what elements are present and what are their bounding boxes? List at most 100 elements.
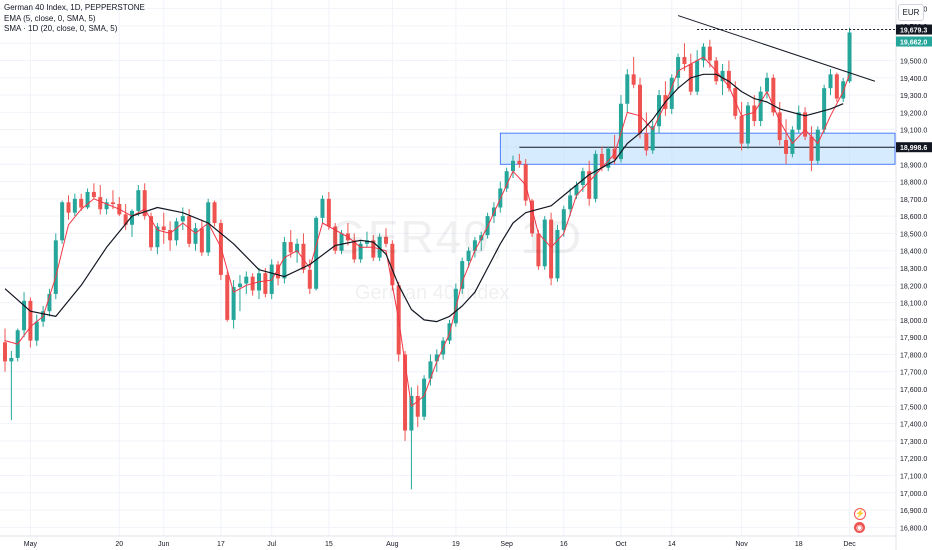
candle-body [726,70,731,89]
replay-icon[interactable]: ◉ [854,522,865,533]
candle-body [371,240,376,258]
y-tick-label: 18,900.0 [900,162,927,169]
x-tick-label: Nov [735,541,748,548]
x-tick-label: May [24,541,38,548]
y-tick-label: 17,200.0 [900,456,927,463]
candle-body [599,153,604,168]
candle-body [549,219,554,279]
candle-body [815,129,820,161]
candle-body [784,140,789,154]
y-tick-label: 19,100.0 [900,128,927,135]
symbol-title[interactable]: German 40 Index, 1D, PEPPERSTONE [4,3,145,12]
y-tick-label: 17,900.0 [900,335,927,342]
candle-body [618,103,623,160]
candle-body [320,198,325,218]
y-tick-label: 17,800.0 [900,352,927,359]
x-tick-label: Oct [616,541,627,548]
candle-body [155,226,160,248]
candle-body [822,88,827,130]
x-tick-label: 18 [795,541,803,548]
candle-body [28,300,33,341]
candle-body [339,233,344,251]
y-tick-label: 18,400.0 [900,249,927,256]
sma-line [4,73,844,323]
y-tick-label: 18,500.0 [900,231,927,238]
candle-body [561,209,566,230]
x-tick-label: Dec [843,541,856,548]
candle-body [847,32,852,82]
candle-body [72,198,77,213]
candle-body [123,214,128,225]
candle-body [644,133,649,151]
candle-body [758,91,763,122]
candle-body [187,216,192,244]
candle-body [530,200,535,234]
lightning-icon[interactable]: ⚡ [854,508,866,520]
candle-body [34,321,39,341]
current-price-label-bg [896,36,932,47]
y-tick-label: 16,900.0 [900,508,927,515]
candle-body [777,112,782,141]
candle-body [466,250,471,262]
x-tick-label: 17 [217,541,225,548]
candle-body [638,84,642,134]
candle-body [161,226,166,230]
candle-body [307,269,312,289]
candle-body [282,242,287,279]
y-tick-label: 17,000.0 [900,491,927,498]
candle-body [580,171,585,186]
candle-body [707,46,712,61]
candle-body [745,105,750,144]
candle-body [523,164,528,201]
currency-button[interactable]: EUR [898,4,924,21]
y-tick-label: 18,000.0 [900,318,927,325]
candle-body [206,202,211,253]
x-tick-label: 14 [668,541,676,548]
candle-body [542,219,547,267]
candle-body [720,70,725,82]
sma-legend[interactable]: SMA · 1D (20, close, 0, SMA, 5) [4,24,118,33]
candle-body [301,243,306,270]
candle-body [834,74,839,99]
candle-body [409,395,414,431]
candle-body [403,354,408,431]
candle-body [803,112,808,137]
x-tick-label: Aug [386,541,399,548]
candle-body [555,229,560,279]
candle-body [511,160,515,172]
y-tick-label: 19,300.0 [900,93,927,100]
candle-body [149,216,154,248]
candle-body [841,81,846,99]
candle-body [225,274,230,320]
support-zone [499,132,896,165]
candle-body [333,226,338,251]
y-tick-label: 18,100.0 [900,301,927,308]
time-axis: May 20 Jun 17 Jul 15 Aug 19 Sep 16 Oct 14 Nov 18 Dec [0,535,896,548]
candle-body [53,240,58,294]
candle-body [390,243,395,286]
candle-body [136,190,141,211]
y-tick-label: 19,400.0 [900,76,927,83]
candle-body [98,197,103,210]
candle-body [212,202,217,224]
legend-panel: German 40 Index, 1D, PEPPERSTONE EMA (5,… [4,3,145,35]
y-tick-label: 18,700.0 [900,197,927,204]
y-tick-label: 17,300.0 [900,439,927,446]
candle-body [428,361,433,379]
x-tick-label: Sep [500,541,513,548]
y-tick-label: 18,300.0 [900,266,927,273]
watermark-ticker: GER40, 1D [330,211,584,263]
candle-body [460,261,465,289]
candle-body [739,115,744,144]
candle-body [66,202,71,213]
candle-body [682,57,687,64]
candle-body [22,300,27,331]
candle-body [568,195,573,210]
candle-body [771,77,776,113]
candle-body [517,160,522,165]
ema-legend[interactable]: EMA (5, close, 0, SMA, 5) [4,13,96,23]
candle-body [504,171,509,189]
candle-body [47,293,52,312]
x-tick-label: Jul [267,541,276,548]
